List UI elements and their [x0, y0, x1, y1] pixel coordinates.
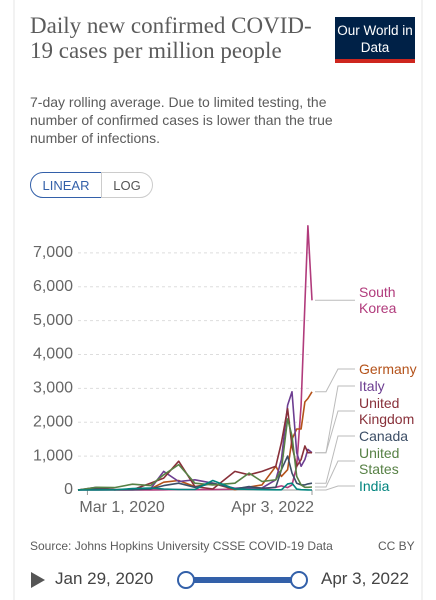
legend-label[interactable]: Germany — [359, 361, 417, 377]
source: Source: Johns Hopkins University CSSE CO… — [30, 539, 333, 553]
line — [77, 418, 313, 491]
line — [78, 479, 313, 491]
line — [77, 455, 313, 491]
legend-label[interactable]: United States — [359, 445, 400, 477]
y-tick-label: 7,000 — [33, 244, 73, 261]
end-date: Apr 3, 2022 — [321, 569, 409, 588]
legend-leader — [315, 435, 355, 484]
x-tick-label: Apr 3, 2022 — [231, 499, 314, 516]
y-tick-label: 4,000 — [33, 346, 73, 363]
legend-leader — [315, 460, 355, 488]
start-date: Jan 29, 2020 — [55, 569, 154, 588]
legend-label[interactable]: South Korea — [359, 284, 397, 317]
line — [77, 407, 312, 491]
x-tick-label: Mar 1, 2020 — [79, 499, 164, 516]
linear-button[interactable]: LINEAR — [30, 172, 102, 198]
legend-leader — [315, 368, 355, 393]
play-button[interactable] — [31, 572, 45, 588]
log-button[interactable]: LOG — [101, 172, 153, 198]
legend-leader — [315, 485, 355, 491]
legend-label[interactable]: Italy — [359, 378, 385, 394]
chart-subtitle: 7-day rolling average. Due to limited te… — [30, 94, 333, 146]
y-tick-label: 1,000 — [33, 447, 73, 464]
y-tick-label: 5,000 — [33, 312, 73, 329]
legend-label[interactable]: United Kingdom — [359, 395, 415, 427]
legend-label[interactable]: Canada — [359, 428, 409, 444]
chart-title: Daily new confirmed COVID-19 cases per m… — [30, 13, 312, 63]
slider-handle[interactable] — [290, 571, 308, 589]
legend-leader — [315, 410, 355, 454]
y-tick-label: 6,000 — [33, 278, 73, 295]
logo[interactable]: Our World in Data — [335, 17, 415, 63]
license[interactable]: CC BY — [378, 539, 415, 553]
legend-leader — [315, 385, 355, 454]
line — [77, 225, 313, 491]
y-tick-label: 2,000 — [33, 413, 73, 430]
slider-handle[interactable] — [177, 571, 195, 589]
y-tick-label: 0 — [64, 481, 73, 498]
y-tick-label: 3,000 — [33, 380, 73, 397]
legend-label[interactable]: India — [359, 478, 390, 494]
line — [77, 391, 313, 491]
